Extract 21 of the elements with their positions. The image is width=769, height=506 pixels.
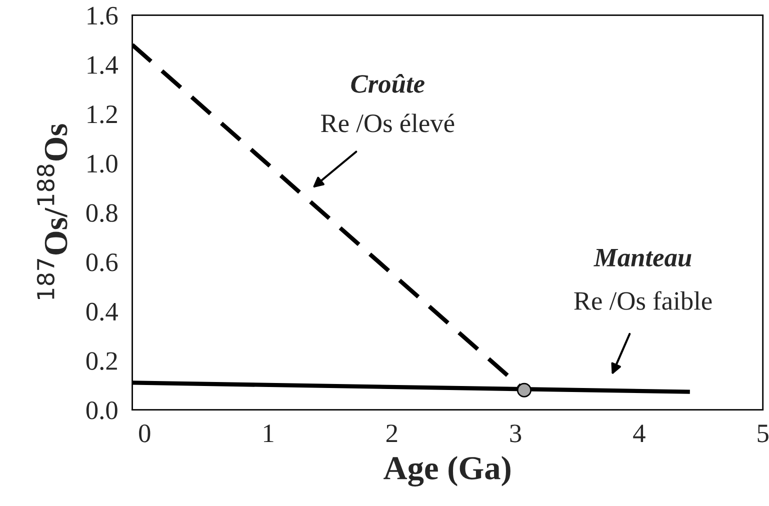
y-axis-title: $^{187}$Os/$^{188}$Os — [36, 124, 68, 299]
annotation: Re /Os faible — [574, 291, 712, 310]
y-tick-label: 1.0 — [88, 154, 118, 173]
y-tick-label: 0.6 — [86, 253, 118, 272]
annotation: Croûte — [351, 74, 424, 93]
x-tick-label: 5 — [758, 424, 768, 442]
y-tick-label: 0.4 — [86, 302, 118, 321]
annotation: Manteau — [594, 248, 692, 267]
y-tick-label: 0.8 — [86, 204, 118, 222]
x-tick-label: 1 — [264, 424, 274, 442]
y-tick-label: 1.2 — [88, 106, 117, 124]
y-tick-label: 0.2 — [86, 352, 117, 370]
annotation: Re /Os élevé — [320, 114, 454, 132]
y-tick-label: 0.0 — [86, 401, 118, 420]
x-axis-title: Age (Ga) — [384, 456, 510, 487]
y-tick-label: 1.4 — [88, 56, 118, 74]
x-tick-label: 2 — [386, 424, 398, 442]
x-tick-label: 4 — [633, 424, 646, 442]
x-tick-label: 3 — [510, 424, 522, 442]
x-tick-label: 0 — [139, 424, 150, 442]
y-tick-label: 1.6 — [88, 6, 118, 25]
